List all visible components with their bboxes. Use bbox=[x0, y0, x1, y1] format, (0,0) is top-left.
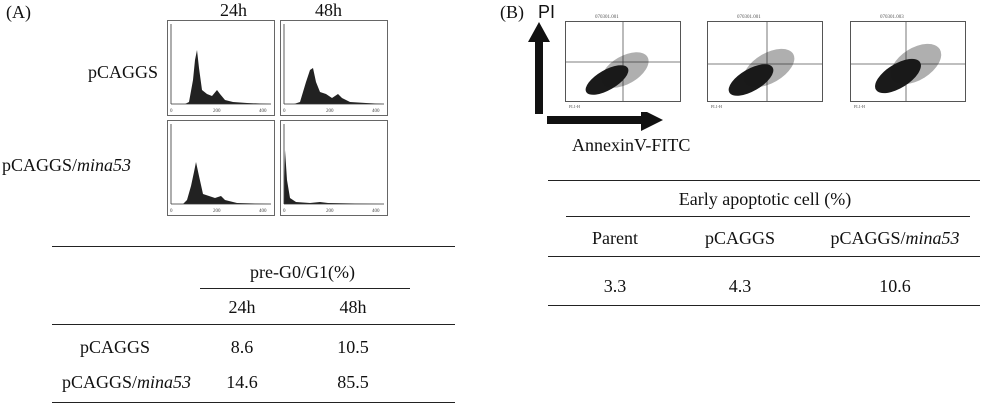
table-a-group-rule bbox=[200, 288, 410, 289]
svg-text:400: 400 bbox=[259, 109, 267, 114]
table-b-col-pcaggs-mina53: pCAGGS/mina53 bbox=[830, 228, 960, 248]
histogram-pcaggs-mina53-24h: 0 200 400 bbox=[167, 120, 275, 216]
svg-text:FL1-H: FL1-H bbox=[711, 104, 722, 109]
table-a-row-label: pCAGGS bbox=[80, 337, 151, 357]
table-b-top-rule bbox=[548, 180, 980, 181]
dot-plot-parent: 070301.001 FL1-H bbox=[555, 12, 690, 112]
table-a-bottom-rule bbox=[52, 402, 455, 403]
histogram-pcaggs-mina53-48h: 0 200 400 bbox=[280, 120, 388, 216]
row-label-pcaggs-mina53: pCAGGS/mina53 bbox=[2, 155, 132, 175]
svg-text:400: 400 bbox=[372, 209, 380, 214]
svg-text:FL1-H: FL1-H bbox=[569, 104, 580, 109]
svg-text:070301.001: 070301.001 bbox=[737, 15, 761, 20]
dot-plot-svg: 070301.001 FL1-H bbox=[565, 15, 681, 109]
svg-text:0: 0 bbox=[170, 209, 173, 214]
svg-text:070301.001: 070301.001 bbox=[595, 15, 619, 20]
svg-text:400: 400 bbox=[259, 209, 267, 214]
table-b-group-header: Early apoptotic cell (%) bbox=[678, 189, 852, 209]
row-label-pcaggs: pCAGGS bbox=[88, 62, 159, 82]
table-a-cell: 85.5 bbox=[337, 372, 369, 392]
table-a-top-rule bbox=[52, 246, 455, 247]
time-header-24h: 24h bbox=[220, 0, 247, 20]
svg-text:200: 200 bbox=[213, 109, 221, 114]
annexin-axis-label: AnnexinV-FITC bbox=[572, 135, 691, 155]
histogram-pcaggs-48h: 0 200 400 bbox=[280, 20, 388, 116]
table-a-col-24h: 24h bbox=[228, 297, 256, 317]
table-a-cell: 10.5 bbox=[337, 337, 369, 357]
table-a-group-header: pre-G0/G1(%) bbox=[250, 262, 355, 282]
table-a-row-label: pCAGGS/mina53 bbox=[62, 372, 192, 392]
table-b-group-rule bbox=[566, 216, 970, 217]
table-a-cell: 8.6 bbox=[230, 337, 254, 357]
svg-text:200: 200 bbox=[326, 209, 334, 214]
table-b-bottom-rule bbox=[548, 305, 980, 306]
svg-text:0: 0 bbox=[170, 109, 173, 114]
panel-b-label: (B) bbox=[500, 2, 524, 22]
table-b-cell: 3.3 bbox=[603, 276, 627, 296]
table-b-col-pcaggs: pCAGGS bbox=[704, 228, 775, 248]
svg-text:FL1-H: FL1-H bbox=[854, 104, 865, 109]
panel-a-label: (A) bbox=[6, 2, 31, 22]
dot-plot-pcaggs-mina53: 070301.003 FL1-H bbox=[840, 12, 975, 112]
svg-text:0: 0 bbox=[283, 209, 286, 214]
histogram-pcaggs-24h: 0 200 400 bbox=[167, 20, 275, 116]
svg-text:0: 0 bbox=[283, 109, 286, 114]
svg-text:400: 400 bbox=[372, 109, 380, 114]
time-header-48h: 48h bbox=[315, 0, 342, 20]
table-a-mid-rule bbox=[52, 324, 455, 325]
svg-text:200: 200 bbox=[326, 109, 334, 114]
table-b-cell: 4.3 bbox=[728, 276, 752, 296]
pi-arrow-icon bbox=[528, 22, 550, 114]
svg-text:200: 200 bbox=[213, 209, 221, 214]
pi-axis-label: PI bbox=[538, 2, 556, 22]
annexin-arrow-icon bbox=[547, 109, 663, 131]
dot-plot-pcaggs: 070301.001 FL1-H bbox=[697, 12, 832, 112]
table-b-col-parent: Parent bbox=[592, 228, 638, 248]
table-b-cell: 10.6 bbox=[879, 276, 911, 296]
table-b-mid-rule bbox=[548, 256, 980, 257]
svg-text:070301.003: 070301.003 bbox=[880, 15, 904, 20]
table-a-cell: 14.6 bbox=[226, 372, 258, 392]
table-a-col-48h: 48h bbox=[339, 297, 367, 317]
